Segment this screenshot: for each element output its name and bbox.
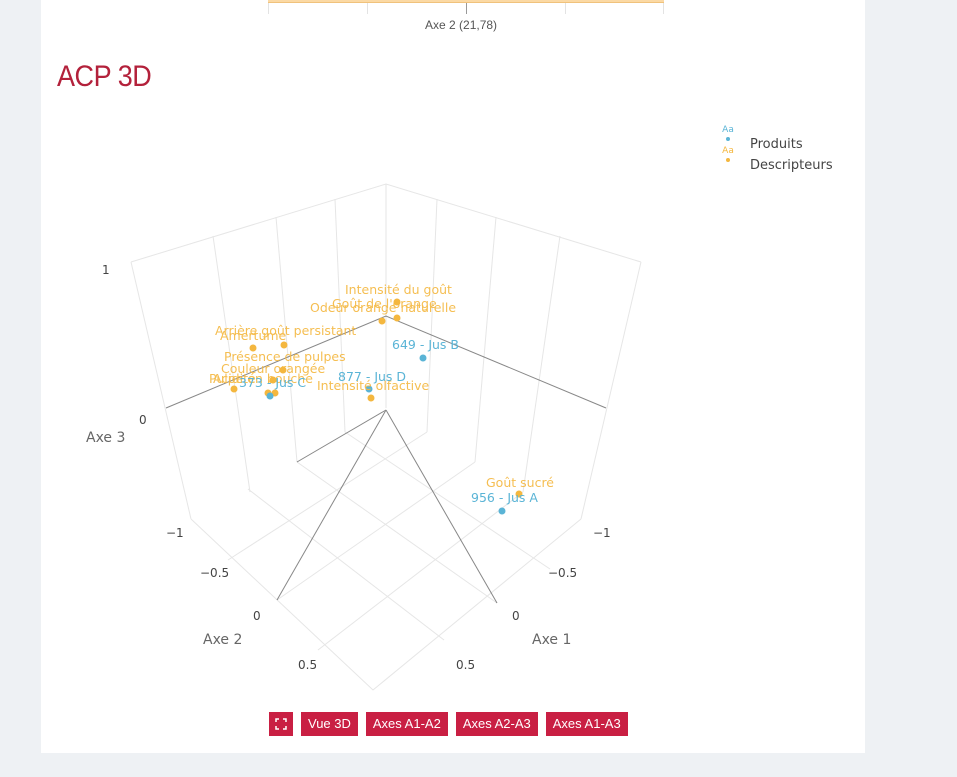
legend-item-produits[interactable]: Aa Produits <box>722 125 803 153</box>
legend: Aa Produits Aa Descripteurs <box>718 125 848 174</box>
vue-3d-button[interactable]: Vue 3D <box>301 712 358 736</box>
svg-text:−0.5: −0.5 <box>548 566 577 580</box>
svg-text:−1: −1 <box>166 526 184 540</box>
produits-labels: 649 - Jus B 877 - Jus D 373 - Jus C 956 … <box>239 337 538 505</box>
previous-chart-xlabel: Axe 2 (21,78) <box>425 18 498 32</box>
svg-text:Goût de l'orange: Goût de l'orange <box>332 296 437 311</box>
svg-text:Odeur orange naturelle: Odeur orange naturelle <box>310 300 456 315</box>
axis-ticks: 1 0 −1 −0.5 0 0.5 −1 −0.5 0 0.5 <box>102 263 611 672</box>
descripteurs-points <box>230 298 523 498</box>
section-title: ACP 3D <box>57 60 152 93</box>
svg-text:0.5: 0.5 <box>298 658 317 672</box>
grid-tick <box>565 3 566 14</box>
content-card <box>41 0 865 753</box>
svg-text:956 - Jus A: 956 - Jus A <box>471 490 538 505</box>
produits-points <box>266 354 506 515</box>
svg-text:Couleur orangée: Couleur orangée <box>221 361 325 376</box>
svg-text:0: 0 <box>512 609 520 623</box>
axis-labels: Axe 3 Axe 2 Axe 1 <box>86 430 571 648</box>
svg-text:Intensité olfactive: Intensité olfactive <box>317 378 429 393</box>
descripteurs-labels: Intensité du goût Goût de l'orange Odeur… <box>209 282 554 490</box>
svg-text:649 - Jus B: 649 - Jus B <box>392 337 459 352</box>
svg-text:Pulpe en bouche: Pulpe en bouche <box>209 371 313 386</box>
svg-text:−1: −1 <box>593 526 611 540</box>
grid-lines <box>130 183 642 691</box>
svg-text:0: 0 <box>139 413 147 427</box>
svg-text:−0.5: −0.5 <box>200 566 229 580</box>
previous-chart-bar <box>268 0 664 3</box>
previous-chart-bottom <box>268 0 664 14</box>
grid-tick <box>367 3 368 14</box>
grid-tick <box>268 3 269 14</box>
svg-text:Présence de pulpes: Présence de pulpes <box>224 349 346 364</box>
svg-text:373 - Jus C: 373 - Jus C <box>239 375 306 390</box>
grid-tick <box>466 3 467 14</box>
svg-text:0: 0 <box>253 609 261 623</box>
legend-symbol: Aa <box>722 126 734 141</box>
svg-text:1: 1 <box>102 263 110 277</box>
axes-a1-a2-button[interactable]: Axes A1-A2 <box>365 712 448 736</box>
svg-text:Arrière goût persistant: Arrière goût persistant <box>215 323 356 338</box>
svg-text:877 - Jus D: 877 - Jus D <box>338 369 406 384</box>
axis-label-z: Axe 3 <box>86 430 125 446</box>
axes-a1-a3-button[interactable]: Axes A1-A3 <box>545 712 628 736</box>
svg-text:0.5: 0.5 <box>456 658 475 672</box>
svg-text:Goût sucré: Goût sucré <box>486 475 554 490</box>
axis-label-y: Axe 2 <box>203 632 242 648</box>
zero-lines <box>165 315 607 604</box>
svg-text:Intensité du goût: Intensité du goût <box>345 282 452 297</box>
view-button-row: Vue 3D Axes A1-A2 Axes A2-A3 Axes A1-A3 <box>269 712 628 736</box>
axes-a2-a3-button[interactable]: Axes A2-A3 <box>455 712 538 736</box>
legend-symbol: Aa <box>722 147 734 162</box>
legend-item-descripteurs[interactable]: Aa Descripteurs <box>722 146 833 174</box>
axis-label-x: Axe 1 <box>532 632 571 648</box>
fullscreen-button[interactable] <box>269 712 293 736</box>
grid-tick <box>663 3 664 14</box>
fullscreen-icon <box>275 718 287 730</box>
svg-text:Acidité: Acidité <box>213 371 256 386</box>
svg-text:Amertume: Amertume <box>220 328 287 343</box>
